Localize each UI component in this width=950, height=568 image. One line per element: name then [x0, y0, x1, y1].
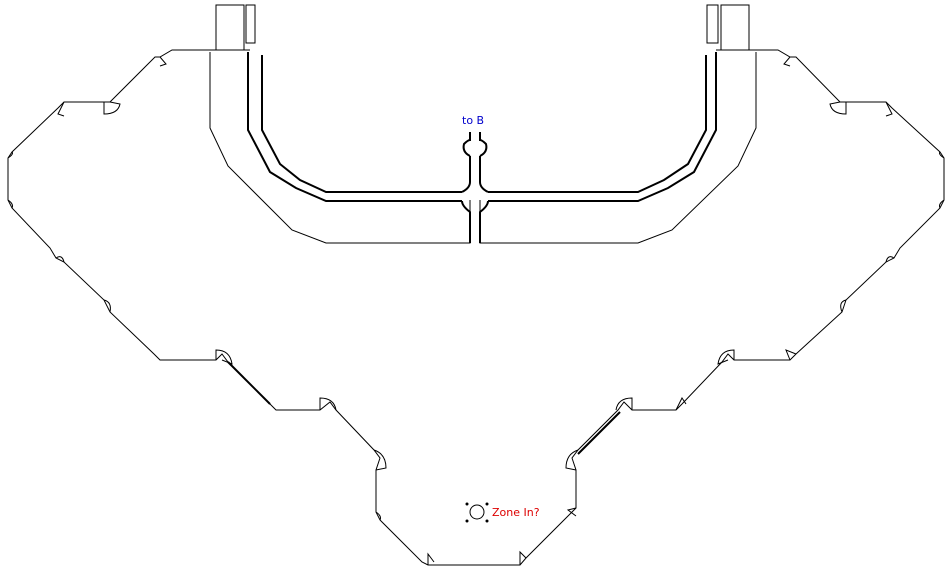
- door-se-4: [675, 397, 687, 411]
- zone-in-dot-ne: [485, 502, 489, 506]
- nw-structure: [215, 4, 256, 51]
- zone-in-label[interactable]: Zone In?: [492, 506, 540, 519]
- door-se-3: [615, 397, 633, 411]
- door-ne-3: [783, 56, 791, 67]
- notch-e-1: [939, 151, 945, 159]
- junction-head: [462, 132, 488, 157]
- notch-e-2: [939, 199, 945, 209]
- door-nw-3: [57, 101, 65, 117]
- door-se-5: [717, 349, 735, 365]
- nw-pillar-large: [215, 4, 245, 51]
- notch-w-4: [103, 299, 111, 313]
- door-s-2: [519, 550, 527, 565]
- corridor-core-right: [488, 55, 707, 193]
- zone-in-circle-icon: [469, 504, 485, 520]
- door-se-6: [785, 349, 797, 361]
- corridor-outer-right: [479, 52, 757, 244]
- door-se-1: [566, 507, 577, 517]
- door-ne-1: [829, 101, 847, 115]
- zone-in-marker[interactable]: [465, 502, 489, 523]
- zone-in-dot-nw: [465, 502, 469, 506]
- outer-wall-left: [7, 49, 945, 566]
- corridor-inner-left: [247, 52, 462, 202]
- ne-pillar-large: [720, 4, 750, 51]
- notch-s-1: [375, 511, 381, 521]
- ne-structure: [706, 4, 756, 51]
- notch-w-3: [55, 256, 65, 263]
- sw-passage-line: [227, 361, 271, 405]
- door-sw-1: [215, 349, 233, 365]
- nw-pillar-small: [245, 4, 256, 44]
- door-sw-3: [373, 449, 387, 471]
- u-corridor: [209, 52, 757, 244]
- ne-pillar-small: [706, 4, 719, 44]
- junction-hub: [461, 156, 489, 243]
- door-sw-2: [319, 397, 337, 411]
- outer-boundary: [7, 49, 945, 566]
- door-se-2: [565, 449, 579, 471]
- door-nw-2: [103, 101, 121, 115]
- door-ne-2: [885, 101, 893, 117]
- zone-in-dot-se: [485, 519, 489, 523]
- to-b-label[interactable]: to B: [462, 114, 484, 127]
- notch-e-4: [840, 299, 847, 313]
- corridor-inner-right: [488, 52, 717, 202]
- notch-w-2: [7, 199, 13, 209]
- se-passage-line: [577, 411, 621, 455]
- corridor-core-left: [261, 55, 462, 193]
- door-nw-1: [159, 56, 167, 67]
- door-s-1: [427, 552, 435, 565]
- notch-w-1: [7, 151, 13, 159]
- notch-e-3: [885, 256, 895, 263]
- zone-in-dot-sw: [465, 519, 469, 523]
